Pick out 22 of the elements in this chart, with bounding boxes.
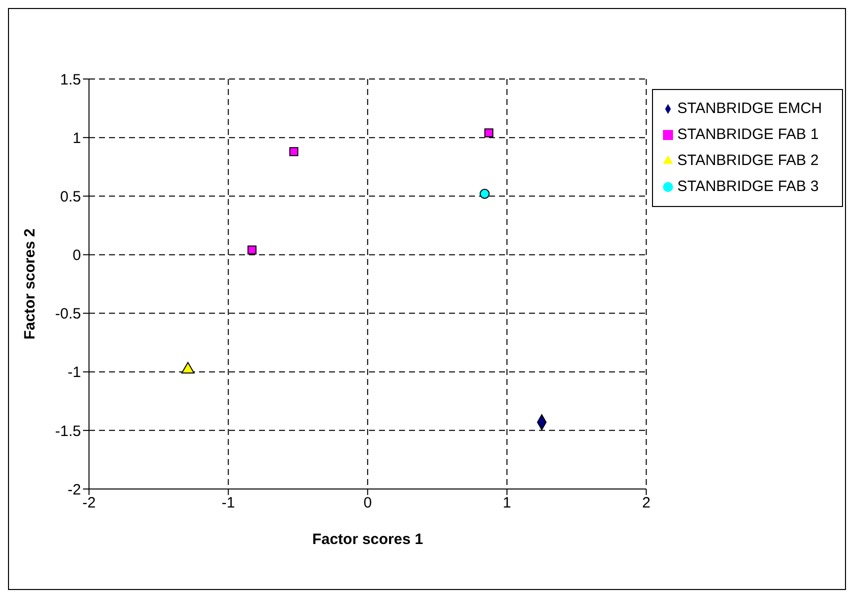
y-tick-label: 0.5 xyxy=(60,188,81,206)
y-tick-label: 1 xyxy=(72,130,81,147)
point xyxy=(289,147,298,156)
x-tick-label: -1 xyxy=(222,494,235,512)
legend-label: STANBRIDGE EMCH xyxy=(677,100,822,117)
y-tick-label: 0 xyxy=(72,247,81,264)
y-tick-label: -0.5 xyxy=(55,306,81,323)
x-axis-title: Factor scores 1 xyxy=(312,531,424,548)
x-tick-label: 1 xyxy=(502,494,512,512)
legend-label: STANBRIDGE FAB 1 xyxy=(677,126,819,143)
point xyxy=(480,188,490,199)
point xyxy=(248,246,256,255)
x-tick-label: 0 xyxy=(363,494,372,512)
y-tick-label: -2 xyxy=(68,481,81,498)
x-tick-label: 2 xyxy=(642,494,650,512)
legend-label: STANBRIDGE FAB 2 xyxy=(677,152,819,169)
legend-label: STANBRIDGE FAB 3 xyxy=(677,178,819,195)
y-tick-label: 1.5 xyxy=(60,71,81,88)
y-axis-title: Factor scores 2 xyxy=(21,228,38,340)
y-tick-label: -1.5 xyxy=(55,422,81,440)
y-tick-label: -1 xyxy=(68,364,81,382)
point xyxy=(484,128,494,138)
